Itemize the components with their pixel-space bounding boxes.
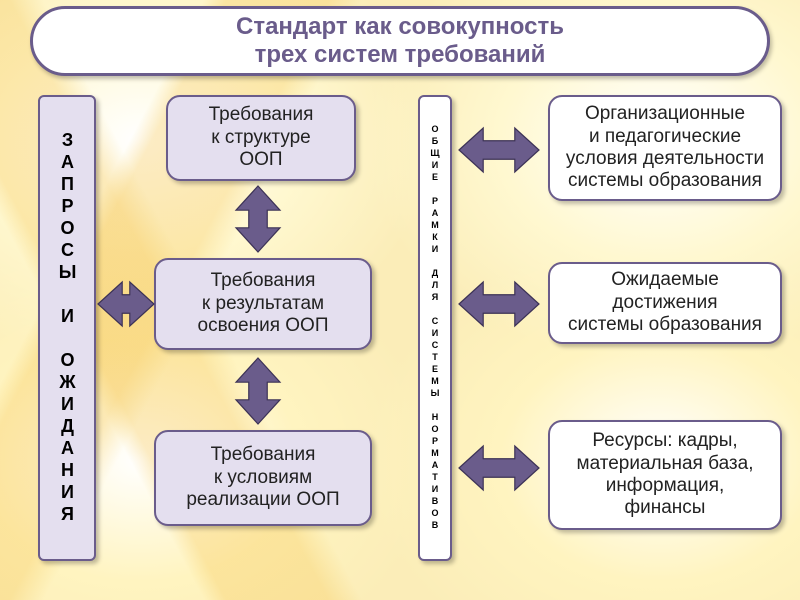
box-resources: Ресурсы: кадры,материальная база,информа… xyxy=(548,420,782,530)
vertical-box-frames: ОБЩИЕ РАМКИ ДЛЯ СИСТЕМЫ НОРМАТИВОВ xyxy=(418,95,452,561)
title-banner: Стандарт как совокупностьтрех систем тре… xyxy=(30,6,770,76)
box-results-req: Требованияк результатамосвоения ООП xyxy=(154,258,372,350)
box-expected: Ожидаемые достижениясистемы образования xyxy=(548,262,782,344)
title-text: Стандарт как совокупностьтрех систем тре… xyxy=(236,13,564,68)
vertical-box-requests: ЗАПРОСЫ И ОЖИДАНИЯ xyxy=(38,95,96,561)
box-conditions-req: Требованияк условиямреализации ООП xyxy=(154,430,372,526)
box-org-conditions: Организационныеи педагогическиеусловия д… xyxy=(548,95,782,201)
vertical-label: ЗАПРОСЫ И ОЖИДАНИЯ xyxy=(57,130,78,526)
box-structure-req: Требованияк структуреООП xyxy=(166,95,356,181)
vertical-label: ОБЩИЕ РАМКИ ДЛЯ СИСТЕМЫ НОРМАТИВОВ xyxy=(430,124,440,532)
